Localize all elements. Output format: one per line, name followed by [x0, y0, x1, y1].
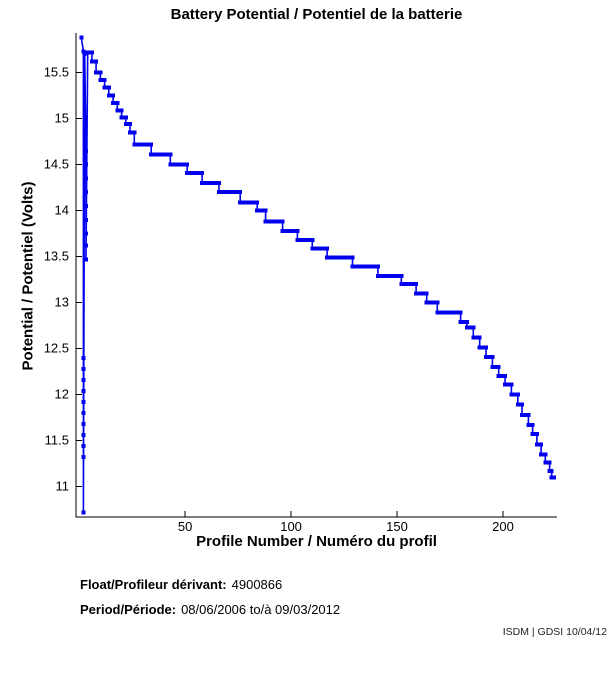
y-tick-label: 15 [55, 111, 69, 126]
chart-title: Battery Potential / Potentiel de la batt… [170, 6, 463, 23]
y-tick-label: 14.5 [44, 157, 69, 172]
y-tick-label: 12 [55, 387, 69, 402]
y-tick-label: 15.5 [44, 65, 69, 80]
y-tick-label: 14 [55, 203, 69, 218]
x-tick-label: 50 [178, 519, 192, 534]
credit-text: ISDM | GDSI 10/04/12 [502, 626, 607, 638]
period-info-line: Period/Période: 08/06/2006 to/à 09/03/201… [80, 602, 340, 617]
battery-potential-line [80, 37, 554, 513]
float-info-line: Float/Profileur dérivant: 4900866 [80, 577, 282, 592]
y-tick-label: 11 [56, 479, 70, 494]
axis-lines [75, 33, 557, 518]
float-value: 4900866 [231, 577, 283, 592]
period-label: Period/Période: [80, 602, 177, 617]
y-tick-label: 12.5 [44, 341, 69, 356]
x-tick-label: 150 [386, 519, 408, 534]
battery-potential-markers [79, 35, 556, 515]
y-tick-label: 13.5 [44, 249, 69, 264]
float-label: Float/Profileur dérivant: [80, 577, 227, 592]
x-axis-label: Profile Number / Numéro du profil [196, 533, 437, 550]
x-tick-label: 100 [280, 519, 302, 534]
x-tick-label: 200 [492, 519, 514, 534]
period-value: 08/06/2006 to/à 09/03/2012 [181, 602, 341, 617]
y-tick-label: 13 [55, 295, 69, 310]
y-tick-label: 11.5 [45, 433, 69, 448]
